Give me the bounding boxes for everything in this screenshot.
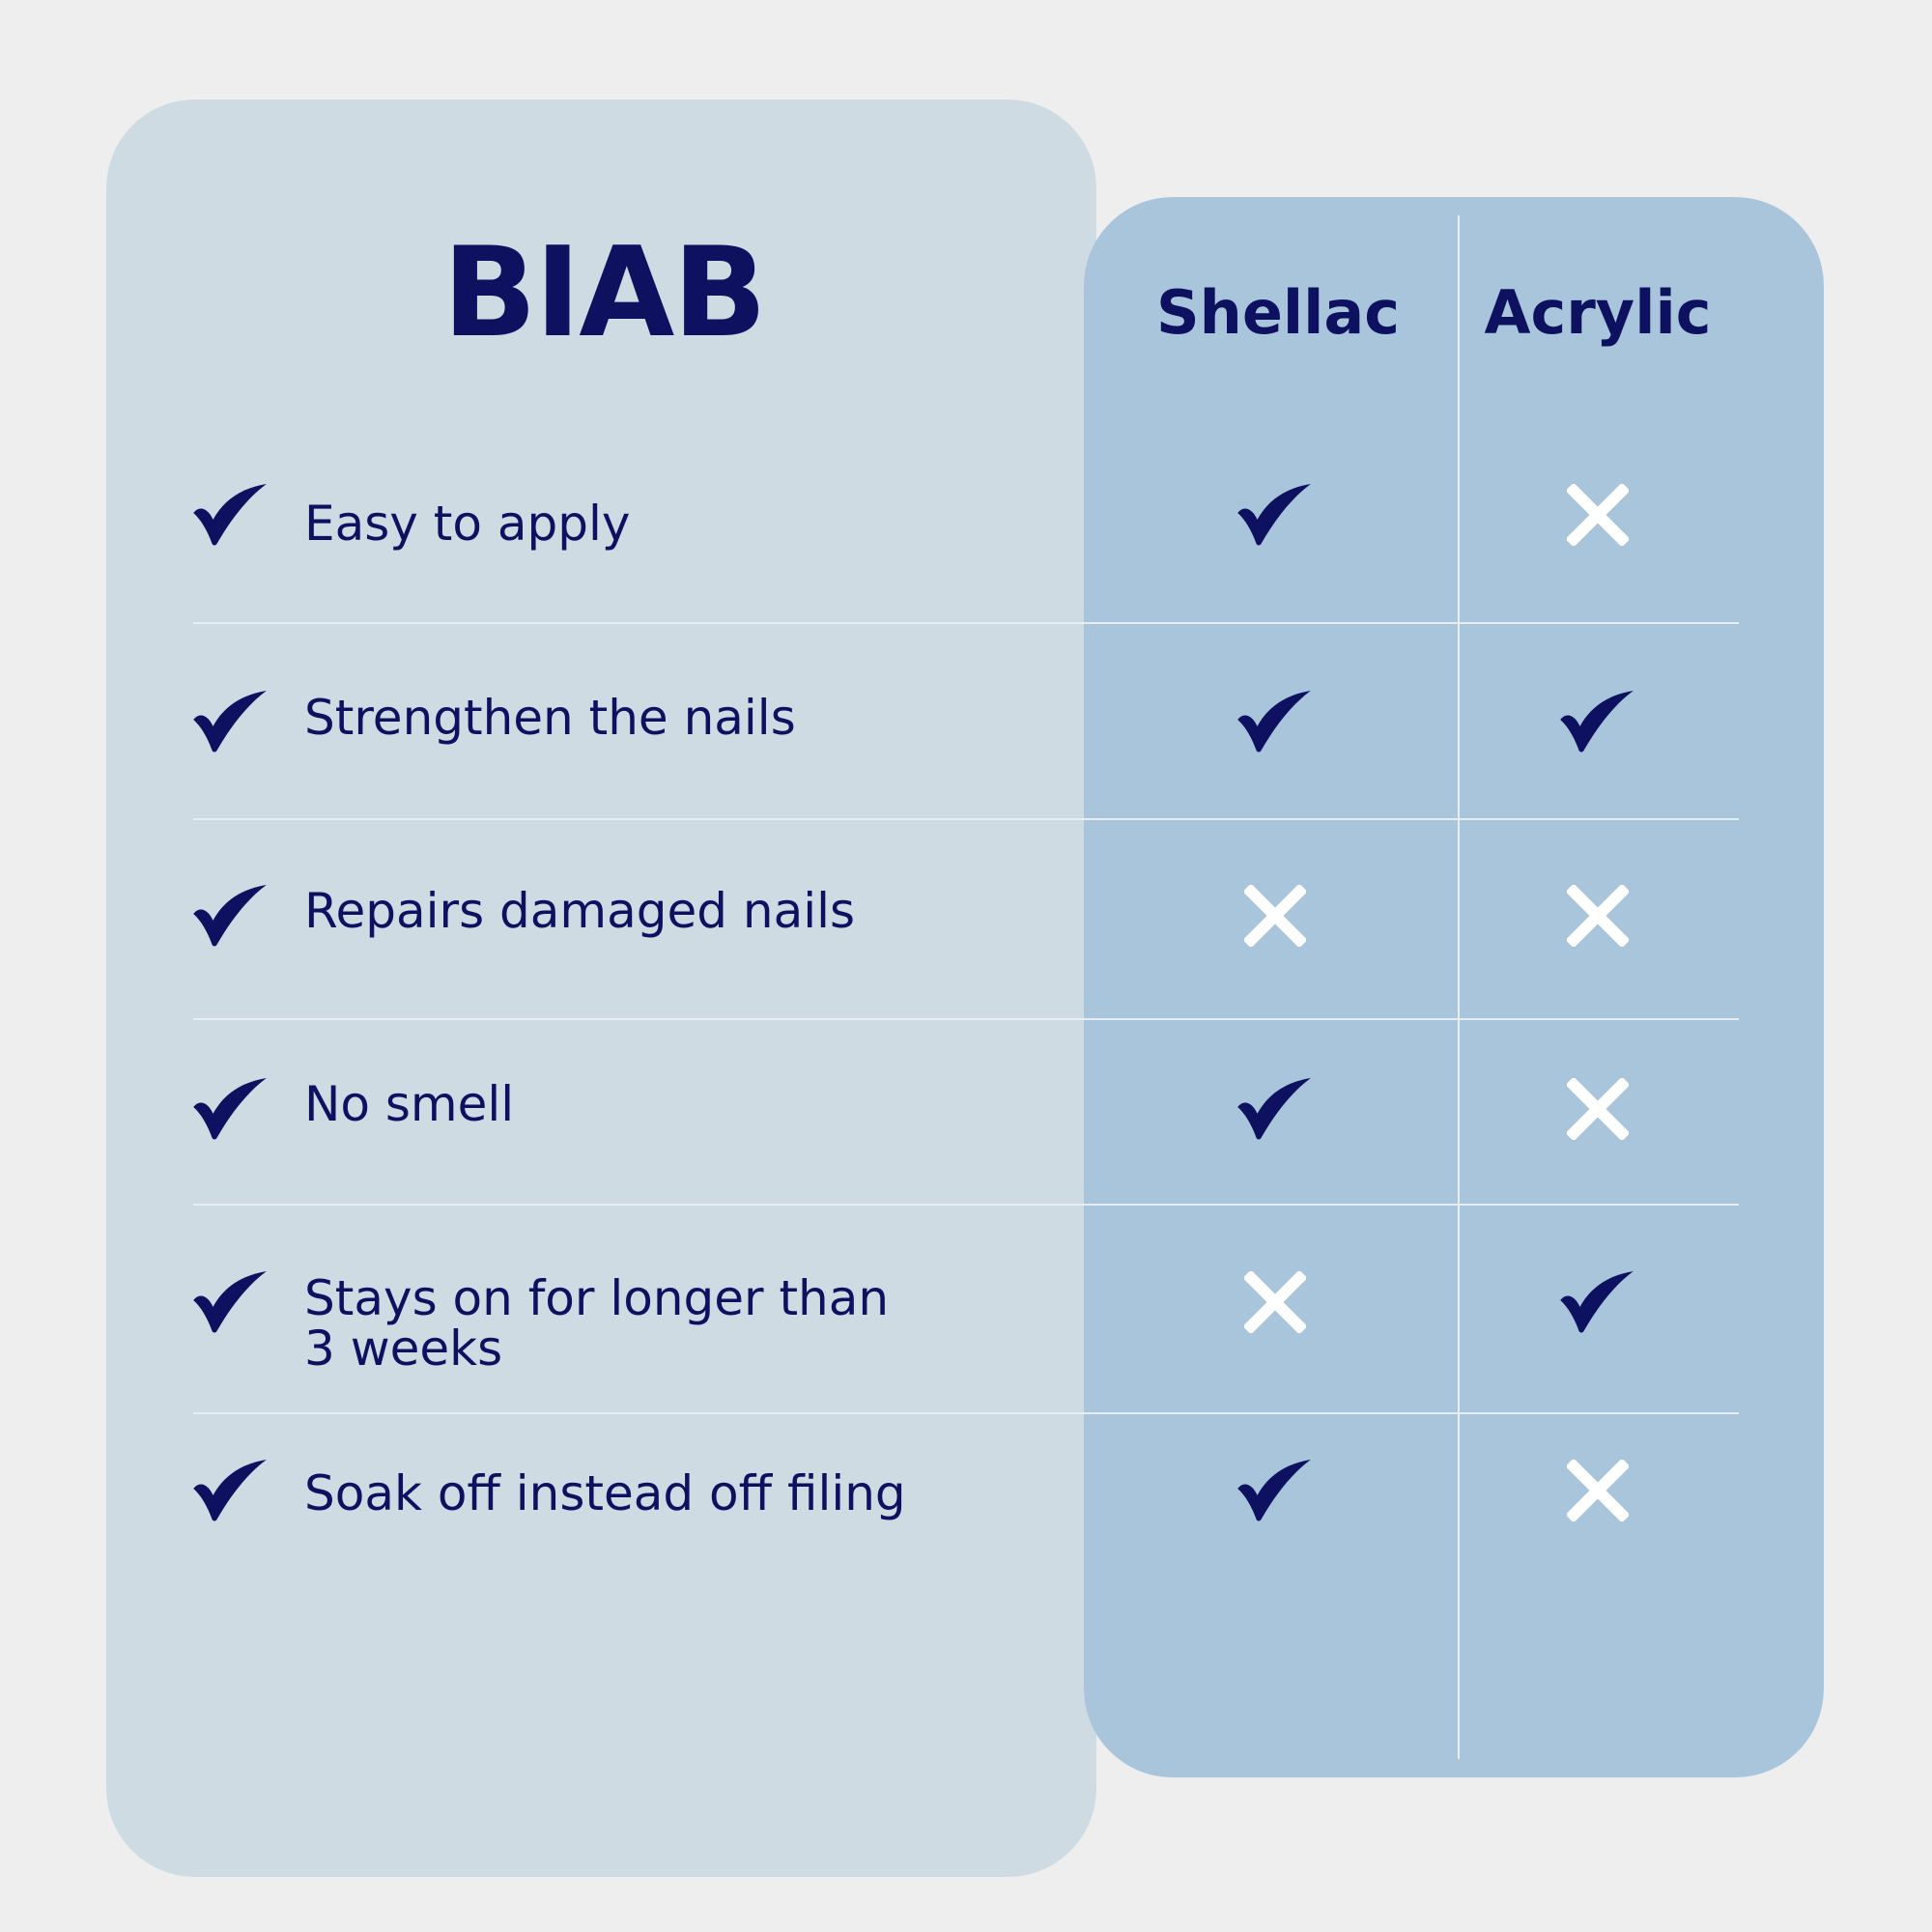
check-icon	[1237, 1078, 1313, 1140]
cross-icon	[1242, 1269, 1308, 1335]
feature-label-line: Stays on for longer than	[304, 1270, 890, 1326]
check-icon	[1560, 1271, 1635, 1333]
check-icon	[1237, 1460, 1313, 1521]
feature-label: Repairs damaged nails	[304, 883, 856, 939]
column-divider	[1458, 215, 1460, 1759]
check-icon	[193, 691, 269, 753]
biab-card	[106, 99, 1096, 1877]
check-icon	[193, 885, 269, 947]
cross-icon	[1565, 883, 1631, 949]
check-icon	[1560, 691, 1635, 753]
row-divider	[193, 1204, 1739, 1206]
cross-icon	[1565, 1458, 1631, 1523]
column-header-acrylic: Acrylic	[1484, 277, 1712, 348]
comparison-card	[1084, 197, 1824, 1777]
feature-label-line: 3 weeks	[304, 1321, 503, 1377]
check-icon	[193, 1271, 269, 1333]
cross-icon	[1242, 883, 1308, 949]
feature-label: No smell	[304, 1076, 515, 1132]
cross-icon	[1565, 482, 1631, 548]
row-divider	[193, 1412, 1739, 1414]
row-divider	[193, 622, 1739, 624]
feature-label: Stays on for longer than 3 weeks	[304, 1273, 889, 1374]
check-icon	[193, 1460, 269, 1521]
row-divider	[193, 1018, 1739, 1020]
check-icon	[193, 1078, 269, 1140]
check-icon	[1237, 691, 1313, 753]
check-icon	[1237, 484, 1313, 546]
feature-label: Strengthen the nails	[304, 690, 796, 746]
feature-label: Soak off instead off filing	[304, 1465, 906, 1521]
biab-title: BIAB	[442, 221, 767, 365]
feature-label: Easy to apply	[304, 496, 631, 552]
cross-icon	[1565, 1076, 1631, 1142]
check-icon	[193, 484, 269, 546]
row-divider	[193, 818, 1739, 820]
column-header-shellac: Shellac	[1156, 277, 1400, 348]
